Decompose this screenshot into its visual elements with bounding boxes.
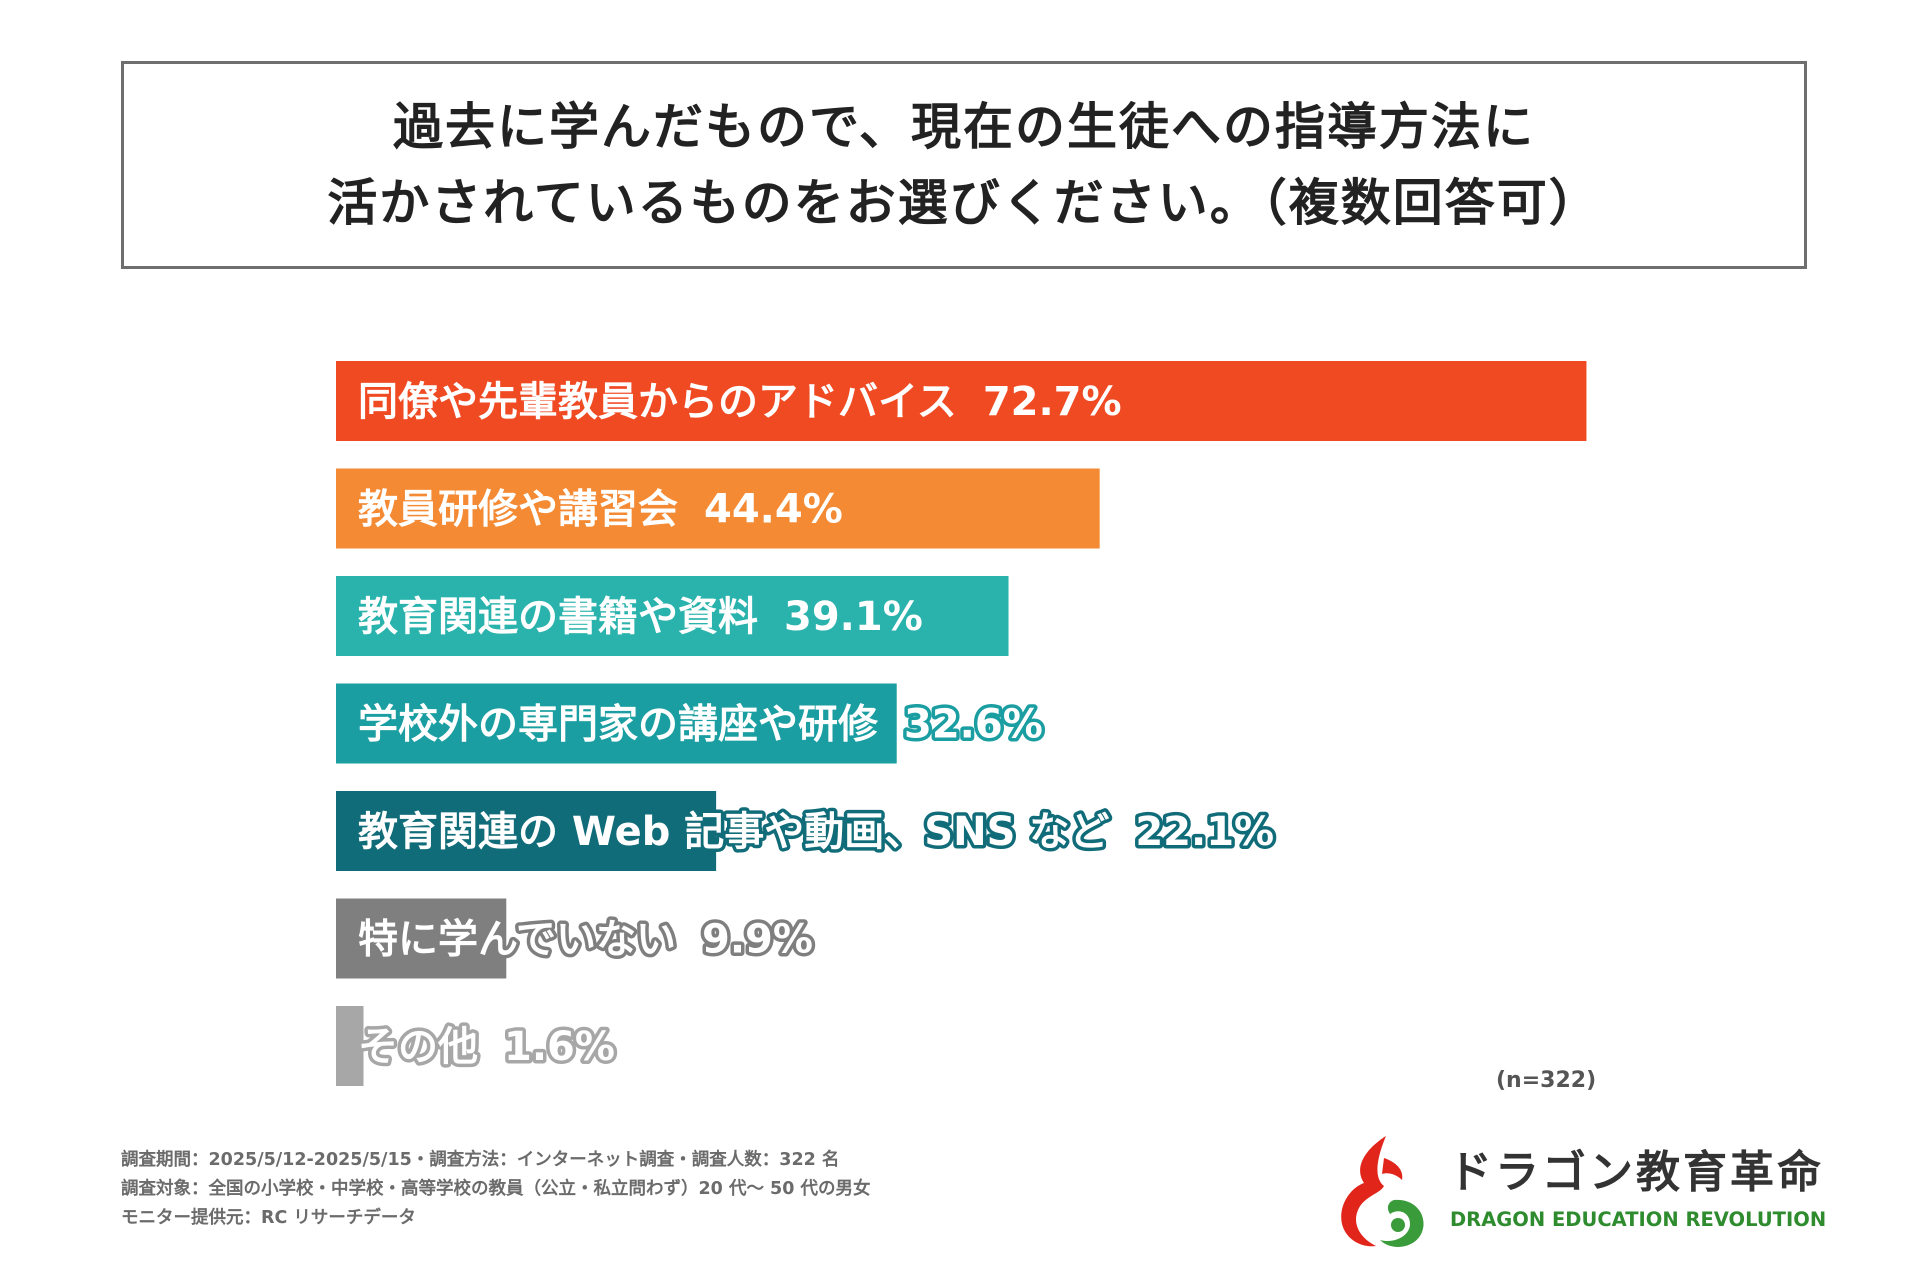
bar-1 [336,468,1100,549]
sample-size-note: (n=322) [1496,1068,1597,1093]
category-label-6: その他 [358,1024,478,1070]
value-label-2: 39.1% [784,594,923,640]
title-box: 過去に学んだもので、現在の生徒への指導方法に 活かされているものをお選びください… [121,61,1807,269]
footnote-provider: モニター提供元：RC リサーチデータ [121,1208,416,1228]
value-label-0: 72.7% [983,379,1122,425]
category-label-0: 同僚や先輩教員からのアドバイス [358,379,957,425]
survey-footnotes: 調査期間：2025/5/12-2025/5/15・調査方法：インターネット調査・… [121,1146,870,1233]
category-label-2: 教育関連の書籍や資料 [358,594,758,640]
category-label-1: 教員研修や講習会 [358,487,678,533]
bar-label-1: 教員研修や講習会 44.4% [358,487,843,533]
value-label-3: 32.6% [904,702,1043,748]
value-label-5: 9.9% [702,917,813,963]
bar-label-5: 特に学んでいない 9.9% [358,917,813,963]
bar-4 [336,791,717,871]
bar-6 [336,1006,364,1086]
logo-name-jp: ドラゴン教育革命 [1448,1147,1824,1198]
chart-title-line-1: 過去に学んだもので、現在の生徒への指導方法に [393,98,1535,156]
value-label-6: 1.6% [504,1024,615,1070]
category-label-3: 学校外の専門家の講座や研修 [358,702,879,748]
logo-name-en: DRAGON EDUCATION REVOLUTION [1450,1208,1827,1231]
bar-label-0: 同僚や先輩教員からのアドバイス 72.7% [358,379,1122,425]
bar-label-2: 教育関連の書籍や資料 39.1% [358,594,923,640]
bar-0 [336,361,1587,441]
footnote-target: 調査対象：全国の小学校・中学校・高等学校の教員（公立・私立問わず）20 代〜 5… [121,1179,871,1199]
bar-label-3: 学校外の専門家の講座や研修 32.6% [358,702,1043,748]
chart-title-line-2: 活かされているものをお選びください。（複数回答可） [327,174,1601,232]
bar-label-4: 教育関連の Web 記事や動画、SNS など 22.1% [358,809,1274,855]
dragon-logo-icon [1341,1136,1424,1247]
category-label-5: 特に学んでいない [358,917,676,963]
value-label-4: 22.1% [1135,809,1274,855]
footnote-period: 調査期間：2025/5/12-2025/5/15・調査方法：インターネット調査・… [121,1150,840,1170]
category-label-4: 教育関連の Web 記事や動画、SNS など [358,809,1109,855]
company-logo: ドラゴン教育革命 DRAGON EDUCATION REVOLUTION [1324,1128,1827,1253]
value-label-1: 44.4% [704,487,843,533]
bar-3 [336,683,897,764]
bar-label-6: その他 1.6% [358,1024,615,1070]
bar-5 [336,898,507,979]
bar-2 [336,576,1009,656]
